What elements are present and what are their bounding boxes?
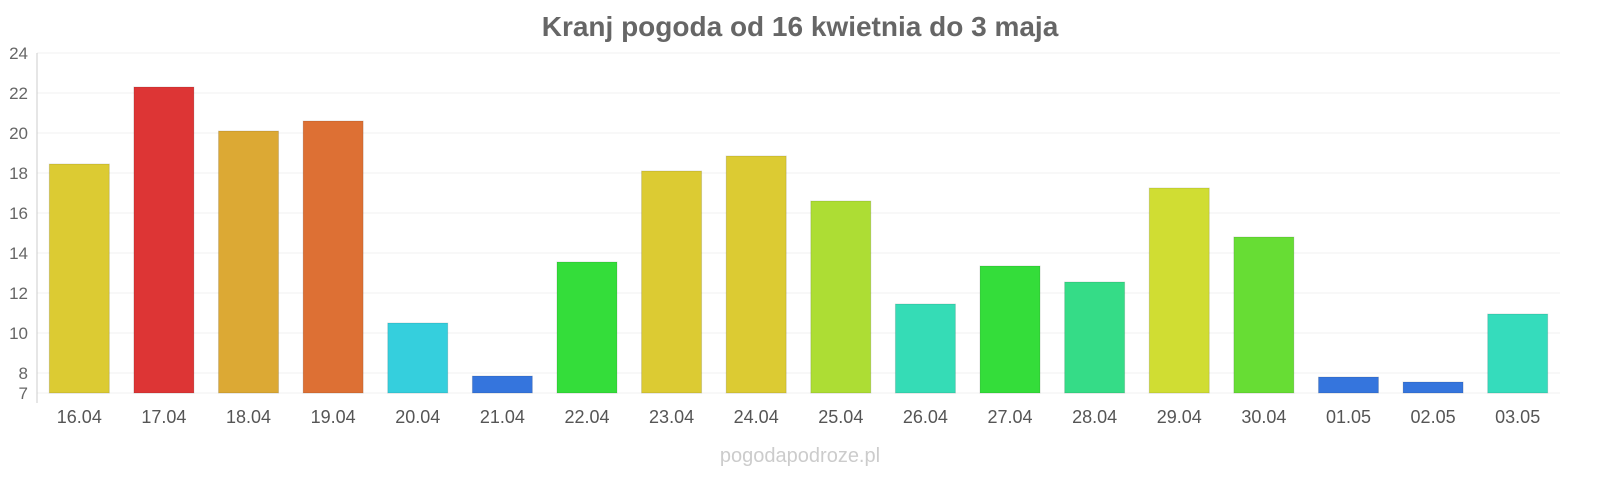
bar-18.04 — [218, 130, 280, 394]
y-tick-label: 14 — [9, 244, 28, 263]
x-tick-label: 17.04 — [141, 407, 186, 427]
bar-17.04 — [133, 86, 195, 394]
x-tick-label: 16.04 — [57, 407, 102, 427]
bar-22.04 — [556, 261, 618, 394]
bar-20.04 — [387, 322, 449, 394]
x-tick-label: 02.05 — [1411, 407, 1456, 427]
x-tick-label: 03.05 — [1495, 407, 1540, 427]
x-tick-label: 23.04 — [649, 407, 694, 427]
bar-19.04 — [302, 120, 364, 394]
y-tick-label: 18 — [9, 164, 28, 183]
bar-30.04 — [1233, 236, 1295, 394]
footer-watermark: pogodapodroze.pl — [720, 445, 880, 467]
x-tick-label: 01.05 — [1326, 407, 1371, 427]
bar-16.04 — [48, 163, 110, 394]
x-tick-label: 28.04 — [1072, 407, 1117, 427]
y-tick-label: 8 — [19, 364, 28, 383]
bar-27.04 — [979, 265, 1041, 394]
x-tick-label: 19.04 — [311, 407, 356, 427]
x-tick-label: 29.04 — [1157, 407, 1202, 427]
y-tick-label: 24 — [9, 44, 28, 63]
y-tick-label: 20 — [9, 124, 28, 143]
x-tick-label: 25.04 — [818, 407, 863, 427]
bar-23.04 — [641, 170, 703, 394]
y-tick-label: 10 — [9, 324, 28, 343]
x-tick-label: 27.04 — [988, 407, 1033, 427]
x-tick-label: 24.04 — [734, 407, 779, 427]
bar-24.04 — [725, 155, 787, 394]
bar-02.05 — [1402, 381, 1464, 394]
x-tick-label: 30.04 — [1241, 407, 1286, 427]
x-tick-label: 22.04 — [564, 407, 609, 427]
y-tick-label: 22 — [9, 84, 28, 103]
y-tick-label: 12 — [9, 284, 28, 303]
y-tick-label: 16 — [9, 204, 28, 223]
x-tick-label: 18.04 — [226, 407, 271, 427]
bar-28.04 — [1064, 281, 1126, 394]
bar-26.04 — [894, 303, 956, 394]
x-tick-label: 26.04 — [903, 407, 948, 427]
x-tick-label: 20.04 — [395, 407, 440, 427]
x-tick-label: 21.04 — [480, 407, 525, 427]
bar-01.05 — [1317, 376, 1379, 394]
bar-21.04 — [471, 375, 533, 394]
y-tick-label: 7 — [19, 384, 28, 403]
bar-29.04 — [1148, 187, 1210, 394]
bar-25.04 — [810, 200, 872, 394]
chart-title: Kranj pogoda od 16 kwietnia do 3 maja — [542, 11, 1059, 42]
bar-03.05 — [1487, 313, 1549, 394]
